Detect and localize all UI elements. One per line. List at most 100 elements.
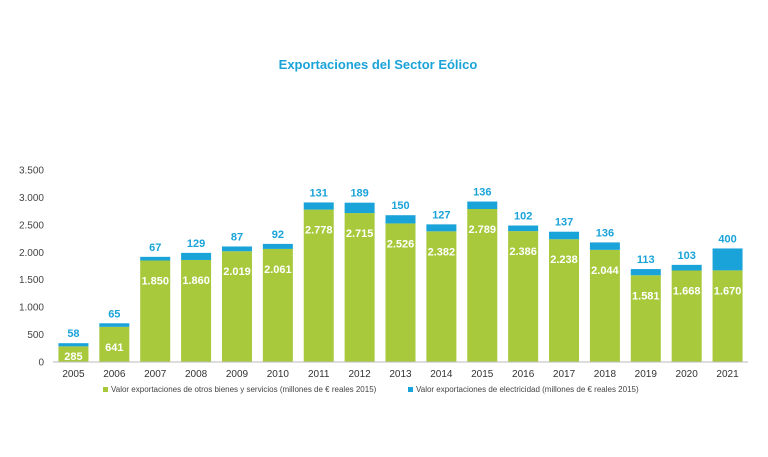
data-label-otros-bienes: 2.019 [223,266,251,278]
data-label-otros-bienes: 2.044 [591,265,619,277]
data-label-otros-bienes: 1.668 [673,285,701,297]
bar-electricidad [58,343,89,347]
data-label-otros-bienes: 1.581 [632,290,660,302]
y-tick-label: 3.500 [19,166,44,177]
data-label-electricidad: 103 [677,250,695,262]
bar-electricidad [344,202,375,214]
data-label-electricidad: 137 [555,217,573,229]
bar-otros-bienes [181,259,212,362]
bar-otros-bienes [426,231,457,362]
bar-otros-bienes [140,260,171,362]
data-label-electricidad: 87 [231,231,243,243]
x-tick-label: 2016 [512,369,535,380]
data-label-otros-bienes: 2.386 [509,246,537,258]
bar-otros-bienes [99,326,130,362]
bar-electricidad [589,242,620,250]
x-tick-label: 2019 [635,369,658,380]
chart-title: Exportaciones del Sector Eólico [279,57,478,72]
bar-electricidad [303,202,334,210]
y-axis: 0 500 1.000 1.500 2.000 2.500 3.000 3.500 [19,166,44,369]
x-tick-label: 2013 [389,369,412,380]
bar-electricidad [262,243,293,249]
x-tick-label: 2017 [553,369,576,380]
bar-electricidad [221,246,252,252]
x-tick-label: 2009 [226,369,249,380]
legend-label: Valor exportaciones de otros bienes y se… [111,385,377,394]
y-tick-label: 1.500 [19,275,44,286]
legend-swatch [408,387,413,392]
data-label-electricidad: 92 [272,229,284,241]
data-label-otros-bienes: 2.526 [387,238,415,250]
data-label-electricidad: 136 [596,227,614,239]
data-label-electricidad: 58 [67,328,79,340]
data-label-otros-bienes: 1.850 [141,276,169,288]
bar-otros-bienes [58,346,89,362]
x-tick-label: 2020 [676,369,699,380]
x-tick-label: 2010 [267,369,290,380]
bar-electricidad [508,225,539,232]
x-tick-label: 2021 [716,369,739,380]
data-label-electricidad: 129 [187,238,205,250]
bar-electricidad [549,231,580,240]
bar-otros-bienes [671,270,702,362]
data-label-otros-bienes: 2.238 [550,254,578,266]
x-axis: 2005 2006 2007 2008 2009 2010 2011 2012 2013 2014… [53,361,748,380]
data-label-otros-bienes: 2.715 [346,228,374,240]
data-label-electricidad: 67 [149,242,161,254]
data-label-electricidad: 65 [108,308,120,320]
bar-electricidad [630,269,661,276]
data-label-otros-bienes: 2.778 [305,225,333,237]
data-label-otros-bienes: 285 [64,351,82,363]
x-tick-label: 2005 [62,369,85,380]
y-tick-label: 2.000 [19,248,44,259]
y-tick-label: 2.500 [19,220,44,231]
data-label-otros-bienes: 2.061 [264,264,292,276]
bar-electricidad [712,248,743,271]
bar-otros-bienes [262,248,293,362]
bar-otros-bienes [303,209,334,362]
data-label-electricidad: 102 [514,211,532,223]
bar-electricidad [671,264,702,271]
x-tick-label: 2006 [103,369,126,380]
bar-otros-bienes [467,209,498,362]
data-label-electricidad: 113 [637,254,655,266]
x-tick-label: 2018 [594,369,617,380]
legend-swatch [103,387,108,392]
bar-electricidad [99,323,130,327]
bar-electricidad [385,215,416,224]
legend-label: Valor exportaciones de electricidad (mil… [416,385,639,394]
legend: Valor exportaciones de otros bienes y se… [103,385,639,394]
data-label-electricidad: 131 [310,187,328,199]
bar-electricidad [181,252,212,260]
bar-electricidad [140,256,171,261]
data-label-otros-bienes: 1.860 [182,275,210,287]
data-label-electricidad: 136 [473,187,491,199]
bar-electricidad [426,224,457,232]
bar-otros-bienes [712,270,743,362]
y-tick-label: 1.000 [19,303,44,314]
bar-otros-bienes [385,223,416,362]
x-tick-label: 2008 [185,369,208,380]
data-label-electricidad: 189 [350,188,368,200]
x-tick-label: 2012 [348,369,371,380]
data-label-otros-bienes: 2.789 [468,224,496,236]
data-label-electricidad: 400 [718,233,736,245]
data-label-otros-bienes: 2.382 [428,246,456,258]
bar-otros-bienes [508,231,539,362]
data-label-otros-bienes: 641 [105,342,123,354]
y-tick-label: 0 [38,358,44,369]
bar-electricidad [467,201,498,210]
bar-otros-bienes [630,275,661,362]
data-label-electricidad: 127 [432,209,450,221]
x-tick-label: 2014 [430,369,453,380]
y-tick-label: 3.000 [19,193,44,204]
bar-otros-bienes [221,251,252,362]
data-label-electricidad: 150 [391,200,409,212]
data-label-otros-bienes: 1.670 [714,285,742,297]
bar-otros-bienes [344,213,375,362]
x-tick-label: 2007 [144,369,167,380]
y-tick-label: 500 [27,330,44,341]
bar-otros-bienes [589,249,620,362]
x-tick-label: 2015 [471,369,494,380]
x-tick-label: 2011 [308,369,330,380]
